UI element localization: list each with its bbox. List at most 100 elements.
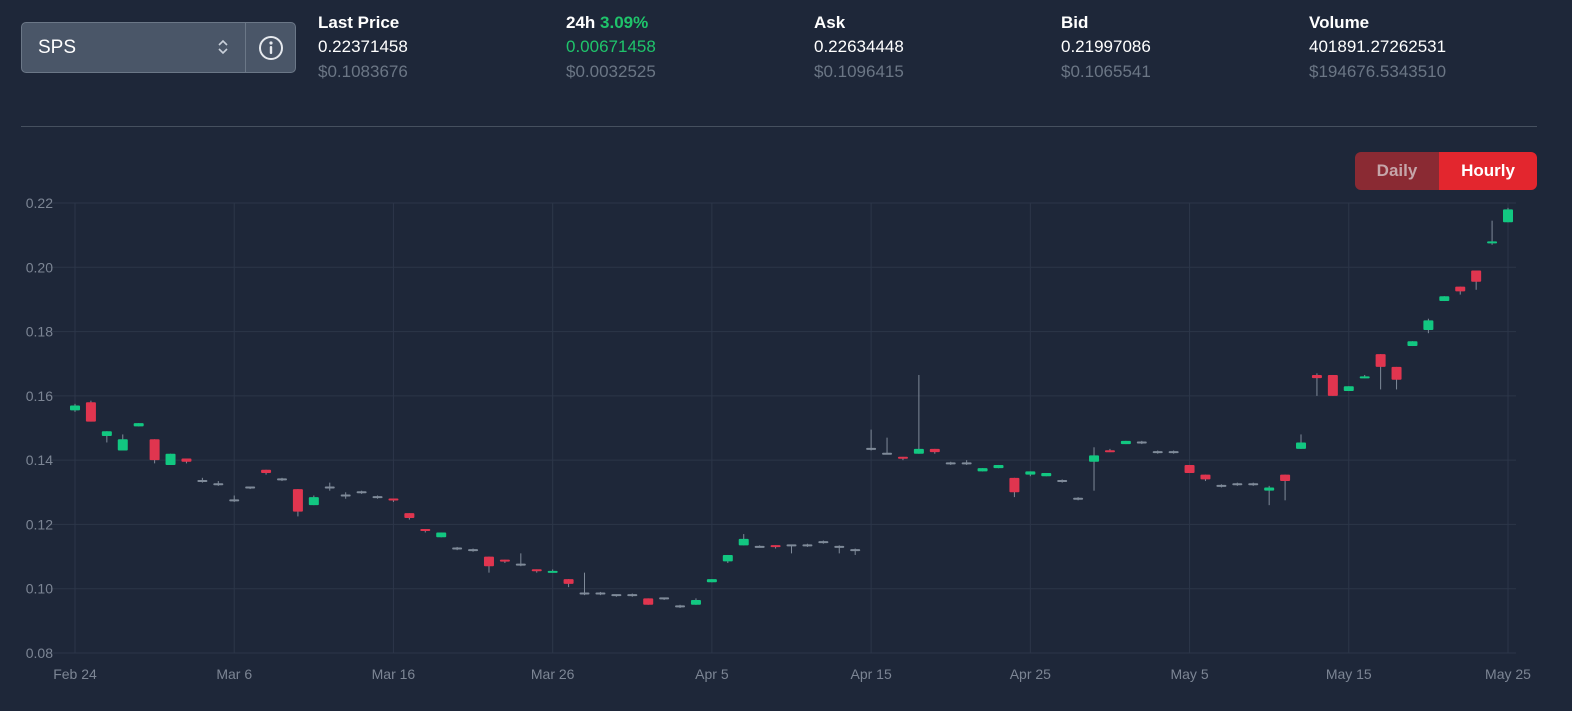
candle-body [1375,354,1386,367]
hourly-button[interactable]: Hourly [1439,152,1537,190]
candle [1136,440,1147,445]
candle [1184,464,1195,473]
candle-body [229,499,240,502]
candle [1152,450,1163,454]
candle [1455,286,1466,295]
coin-select[interactable]: SPS [21,22,296,73]
candle-body [643,598,654,605]
candle-body [468,549,479,552]
candle-body [1184,464,1195,473]
candle [229,495,240,502]
candle-body [1280,474,1291,482]
candle-body [483,556,494,567]
candle [420,529,431,533]
candle-body [388,498,399,501]
candle-body [181,458,192,462]
candle [1487,220,1498,245]
candle-body [786,544,797,547]
stat-last-price: Last Price 0.22371458 $0.1083676 [318,12,408,84]
candle-body [563,579,574,584]
candle [1232,482,1243,486]
candle [70,403,80,412]
coin-select-value[interactable]: SPS [22,23,245,72]
candle [1104,448,1115,453]
candle-body [961,462,972,465]
candle [866,429,877,451]
candle-body [85,402,96,422]
candle-body [1311,374,1322,379]
candle [961,460,972,465]
candle [643,598,654,605]
candle [356,490,367,494]
candle-body [1041,473,1052,477]
candle [1296,434,1307,449]
candle-body [1009,477,1020,493]
candle-body [324,486,335,489]
candle-body [276,478,287,481]
candle [993,464,1004,469]
candle-body [356,491,367,494]
candle [1025,471,1036,477]
candle [722,554,733,563]
candle [117,434,128,451]
stat-volume: Volume 401891.27262531 $194676.5343510 [1309,12,1446,84]
candle [1200,474,1211,482]
y-tick-label: 0.12 [26,516,53,532]
candle [1471,270,1482,290]
candle-body [913,448,924,454]
candle [388,498,399,502]
candle-body [117,439,128,451]
interval-toggle: Daily Hourly [1355,152,1537,190]
x-tick-label: Apr 25 [1010,666,1051,682]
candle-body [340,494,351,497]
stat-label: Ask [814,13,846,32]
candle-body [404,513,415,518]
candle [1423,318,1434,334]
candle-body [1248,483,1259,486]
candle [213,481,224,486]
info-button[interactable] [245,23,295,72]
daily-button[interactable]: Daily [1355,152,1439,190]
candle [754,545,765,548]
candle [531,569,542,573]
y-tick-label: 0.10 [26,581,53,597]
candle [690,598,701,605]
candle [595,591,606,596]
candle [483,556,494,573]
candle [1359,374,1370,379]
candle [1073,497,1084,501]
candle [1391,366,1402,390]
candle-body [515,563,526,566]
stat-change-percent: 3.09% [600,13,649,32]
stat-value: 0.22634448 [814,37,904,56]
candle [165,453,176,465]
candle [1407,341,1418,347]
stat-24h: 24h 3.09% 0.00671458 $0.0032525 [566,12,656,84]
candle [245,486,256,490]
stat-value: 0.00671458 [566,37,656,56]
candle-body [133,423,144,427]
y-tick-label: 0.14 [26,452,53,468]
candle [308,495,319,506]
candle [945,461,956,465]
stat-bid: Bid 0.21997086 $0.1065541 [1061,12,1151,84]
candle-body [834,545,845,548]
candle-body [245,486,256,489]
candle [977,468,988,472]
candle-body [1391,366,1402,380]
candle-body [149,439,160,461]
header-divider [21,126,1537,127]
select-chevrons-icon [217,37,229,59]
candle-body [866,447,877,450]
y-tick-label: 0.08 [26,645,53,661]
candle-body [547,570,558,573]
candle [1439,296,1450,302]
candle [1311,373,1322,396]
candle [452,546,463,551]
candle-body [818,541,829,544]
candle [1248,482,1259,486]
candle-body [882,452,893,455]
candlestick-chart[interactable]: 0.08 0.10 0.12 0.14 0.16 0.18 0.20 0.22 Feb 24 M… [0,190,1572,711]
candle-body [261,469,272,473]
candle-body [1423,320,1434,330]
